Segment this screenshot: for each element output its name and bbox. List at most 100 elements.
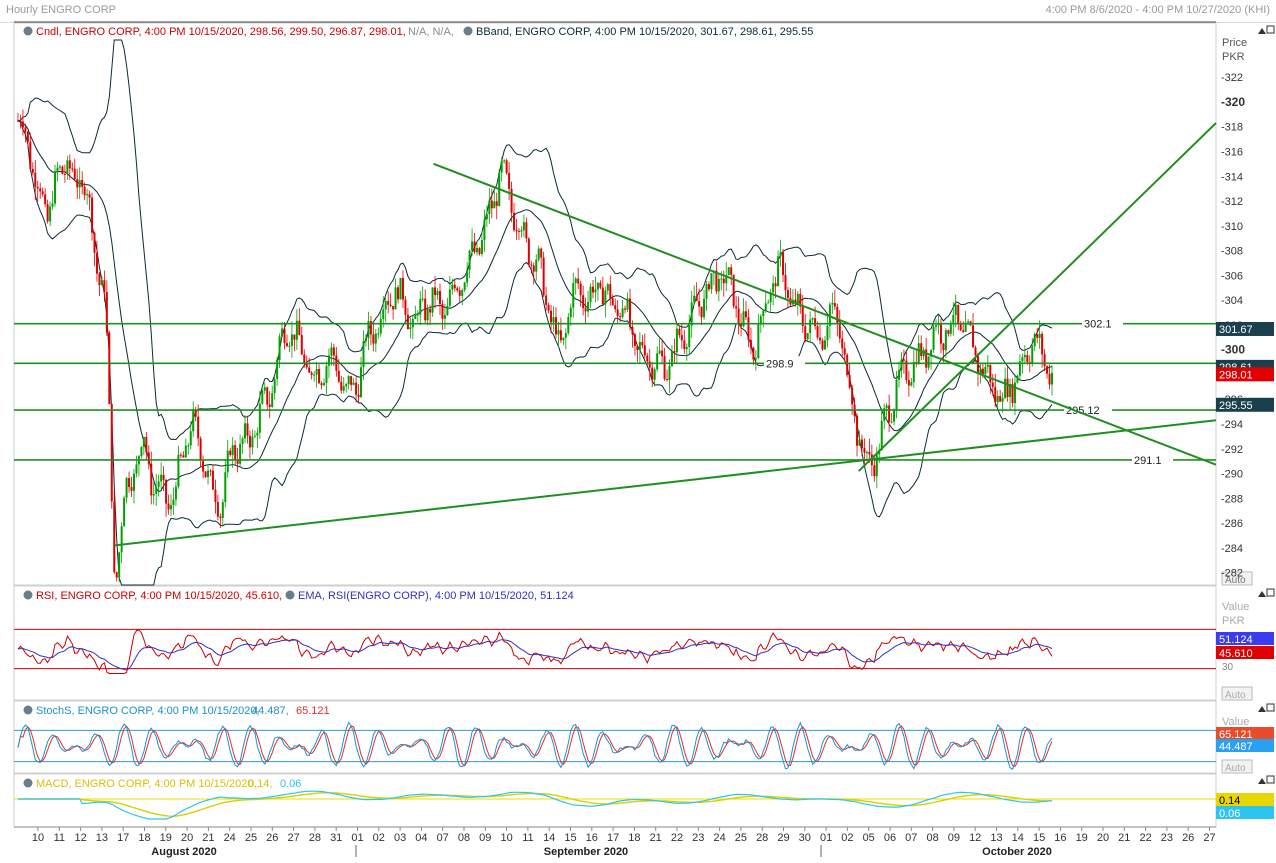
- month-label: September 2020: [544, 846, 628, 858]
- day-label: 17: [117, 832, 129, 844]
- candle-body: [633, 334, 636, 346]
- candle-body: [527, 238, 530, 265]
- candle-body: [485, 214, 488, 220]
- day-label: 11: [522, 832, 533, 844]
- level-label: 298.9: [766, 358, 794, 370]
- day-label: 23: [1161, 832, 1173, 844]
- day-label: 08: [926, 832, 938, 844]
- candle-body: [582, 295, 585, 309]
- day-label: 29: [777, 832, 789, 844]
- candle-body: [500, 160, 503, 173]
- candle-body: [473, 241, 476, 253]
- candle-body: [115, 572, 118, 578]
- candle-body: [54, 171, 57, 204]
- day-label: 28: [756, 832, 768, 844]
- auto-button-rsi[interactable]: Auto: [1221, 686, 1253, 701]
- rsi-axis-unit: PKR: [1222, 615, 1245, 627]
- candle-body: [875, 454, 878, 477]
- rsi-pane[interactable]: [13, 585, 1217, 701]
- candle-body: [611, 298, 614, 306]
- candle-body: [21, 121, 24, 128]
- day-label: 22: [1139, 832, 1151, 844]
- candle-body: [841, 338, 844, 349]
- candle-body: [638, 341, 641, 351]
- candle-body: [619, 316, 622, 318]
- candle-body: [949, 322, 952, 334]
- day-label: 31: [330, 832, 342, 844]
- candle-body: [796, 293, 799, 303]
- auto-button-stoch[interactable]: Auto: [1221, 759, 1253, 774]
- candle-body: [26, 131, 29, 142]
- candle-body: [345, 384, 348, 387]
- candle-body: [811, 318, 814, 320]
- candle-body: [863, 448, 866, 453]
- candle-body: [165, 479, 168, 504]
- rsi-pane-controls[interactable]: [1258, 588, 1275, 597]
- candle-body: [63, 173, 66, 175]
- candle-body: [261, 390, 264, 404]
- candle-body: [429, 308, 432, 313]
- candle-body: [952, 314, 955, 323]
- candle-body: [910, 382, 913, 386]
- indicator-tag: 0.14: [1219, 795, 1240, 807]
- candle-body: [1004, 378, 1007, 399]
- candle-body: [897, 370, 900, 380]
- candle-body: [819, 337, 822, 341]
- candle-body: [123, 497, 126, 527]
- candle-body: [438, 291, 441, 304]
- candle-body: [621, 308, 624, 317]
- candle-body: [401, 278, 404, 300]
- candle-body: [224, 472, 227, 503]
- candle-body: [414, 315, 417, 319]
- candle-body: [801, 306, 804, 327]
- day-label: 02: [841, 832, 853, 844]
- candle-body: [298, 320, 301, 336]
- candle-body: [959, 323, 962, 331]
- candle-body: [132, 473, 135, 491]
- candle-body: [764, 303, 767, 311]
- candle-body: [397, 287, 400, 300]
- candle-body: [197, 416, 200, 439]
- candle-body: [680, 335, 683, 341]
- candle-body: [799, 293, 802, 307]
- price-tick-label: -288: [1221, 493, 1243, 505]
- auto-button-main[interactable]: Auto: [1221, 571, 1253, 586]
- candle-body: [579, 283, 582, 296]
- day-label: 17: [607, 832, 619, 844]
- candle-body: [160, 474, 163, 482]
- candle-body: [466, 269, 469, 283]
- candle-body: [86, 194, 89, 196]
- stoch-pane-controls[interactable]: [1258, 703, 1275, 712]
- day-label: 06: [884, 832, 896, 844]
- bband-upper: [17, 39, 1053, 441]
- candle-body: [587, 302, 590, 312]
- day-label: 13: [990, 832, 1002, 844]
- main-pane-controls[interactable]: [1258, 25, 1275, 34]
- day-label: 07: [437, 832, 449, 844]
- candle-body: [147, 452, 150, 464]
- candle-body: [157, 481, 160, 488]
- candle-body: [150, 463, 153, 496]
- candle-body: [976, 355, 979, 374]
- price-tag: 295.55: [1219, 400, 1253, 412]
- candle-body: [458, 290, 461, 296]
- candle-body: [374, 333, 377, 344]
- time-axis[interactable]: 10 11 12 13 17 18 19 20 21 24 25 26 27 28 31 01 02 03 04 07…: [14, 826, 1216, 858]
- candle-body: [912, 362, 915, 383]
- price-axis-unit: PKR: [1222, 51, 1245, 63]
- candle-body: [782, 252, 785, 276]
- candle-body: [656, 353, 659, 370]
- candle-body: [1009, 383, 1012, 398]
- day-label: 19: [1076, 832, 1088, 844]
- candle-body: [88, 194, 91, 198]
- day-label: 04: [415, 832, 427, 844]
- macd-pane-controls[interactable]: [1258, 775, 1275, 784]
- candle-body: [41, 191, 44, 195]
- indicator-tag-bg: [1216, 806, 1274, 819]
- candle-body: [574, 278, 577, 284]
- candle-body: [1048, 373, 1051, 385]
- price-tick-label: -286: [1221, 518, 1243, 530]
- price-tick-label: -306: [1221, 270, 1243, 282]
- candle-body: [888, 405, 891, 422]
